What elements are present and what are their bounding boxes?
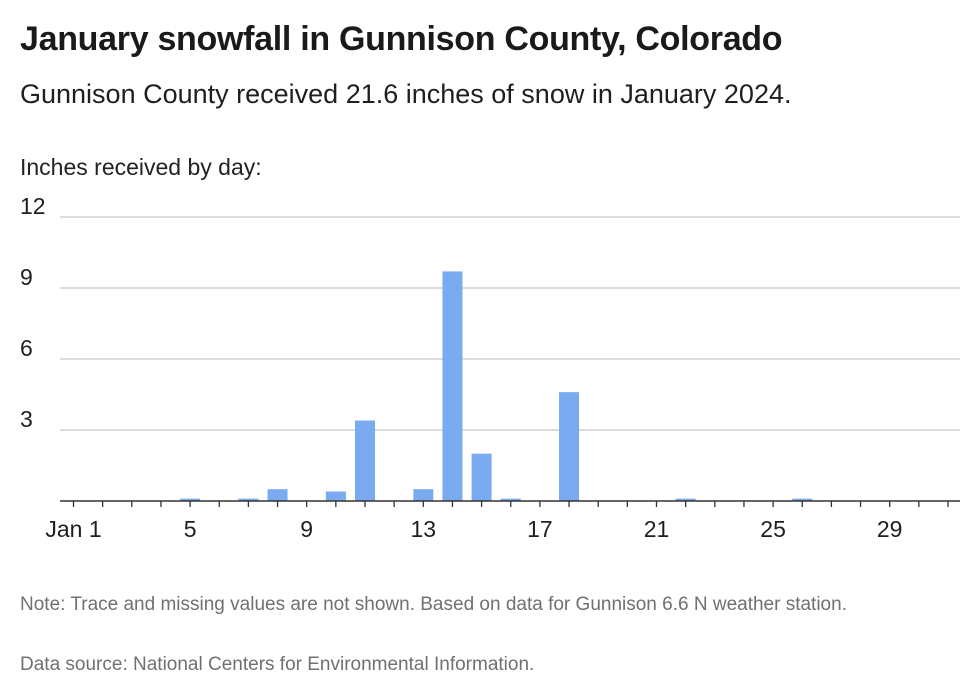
x-tick-label: 13 — [411, 516, 437, 542]
x-tick-label: 21 — [644, 516, 670, 542]
snowfall-bar-chart: 3 6 9 12 Jan 1 5 9 13 17 21 25 29 — [20, 193, 960, 542]
x-tick-label: 5 — [184, 516, 197, 542]
y-tick-label: 12 — [20, 193, 46, 219]
bar — [792, 498, 813, 501]
bar — [675, 498, 696, 501]
grid-lines — [60, 216, 960, 431]
chart-title: January snowfall in Gunnison County, Col… — [20, 20, 783, 58]
y-tick-label: 3 — [20, 406, 33, 432]
bar — [442, 271, 463, 501]
x-tick-label: 29 — [877, 516, 903, 542]
y-tick-labels: 3 6 9 12 — [20, 193, 46, 432]
chart-subtitle: Gunnison County received 21.6 inches of … — [20, 79, 792, 109]
chart-note: Note: Trace and missing values are not s… — [20, 594, 847, 615]
bar — [355, 420, 375, 501]
bars — [180, 271, 813, 501]
bar — [413, 489, 434, 501]
data-source: Data source: National Centers for Enviro… — [20, 654, 535, 675]
bar — [500, 498, 521, 501]
x-axis — [60, 500, 960, 507]
bar — [325, 491, 346, 501]
bar — [180, 498, 201, 501]
x-tick-label: 17 — [527, 516, 553, 542]
bar — [238, 498, 259, 501]
x-tick-label: Jan 1 — [45, 516, 101, 542]
x-tick-labels: Jan 1 5 9 13 17 21 25 29 — [45, 516, 902, 542]
bar — [471, 453, 492, 501]
y-tick-label: 6 — [20, 335, 33, 361]
x-tick-label: 9 — [300, 516, 313, 542]
x-tick-label: 25 — [760, 516, 786, 542]
bar — [267, 489, 288, 501]
y-axis-label: Inches received by day: — [20, 154, 262, 180]
y-tick-label: 9 — [20, 264, 33, 290]
bar — [559, 392, 580, 501]
